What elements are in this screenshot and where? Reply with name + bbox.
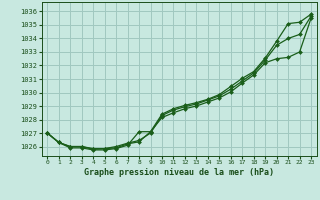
X-axis label: Graphe pression niveau de la mer (hPa): Graphe pression niveau de la mer (hPa) (84, 168, 274, 177)
